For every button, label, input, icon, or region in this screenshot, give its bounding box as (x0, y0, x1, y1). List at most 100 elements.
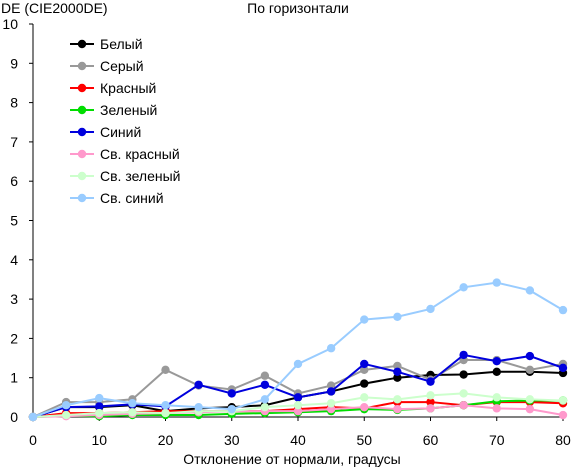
data-point (260, 380, 270, 389)
chart-title: По горизонтали (247, 0, 349, 16)
y-tick-label: 5 (10, 213, 18, 229)
data-point (558, 363, 568, 373)
data-point (393, 367, 402, 377)
y-tick-label: 4 (10, 252, 18, 268)
y-tick-label: 0 (10, 409, 18, 425)
data-point (61, 401, 71, 410)
data-point (227, 389, 236, 398)
data-point (326, 399, 336, 408)
legend: Белый Серый Красный Зеленый Синий Св. красный… (70, 36, 180, 206)
x-tick-label: 0 (29, 432, 37, 448)
data-point (128, 399, 137, 408)
y-tick-label: 1 (10, 370, 18, 386)
data-point (393, 361, 402, 371)
data-point (360, 359, 369, 369)
data-point (61, 410, 71, 420)
data-point (326, 404, 336, 414)
data-point (293, 401, 303, 410)
data-point (492, 356, 501, 366)
data-point (161, 408, 170, 418)
legend-label: Св. зеленый (100, 168, 180, 184)
data-point (492, 404, 501, 413)
x-tick-label: 20 (158, 432, 174, 448)
data-point (360, 365, 369, 375)
data-point (326, 381, 336, 390)
legend-swatch-marker (77, 149, 87, 159)
data-point (393, 395, 402, 404)
y-tick-label: 10 (2, 16, 18, 32)
data-point (95, 402, 104, 411)
y-tick-label: 6 (10, 173, 18, 189)
data-point (326, 387, 336, 396)
y-tick-label: 9 (10, 55, 18, 71)
data-point (426, 404, 435, 413)
data-point (227, 404, 236, 414)
data-point (459, 283, 468, 292)
legend-label: Белый (100, 36, 143, 52)
legend-swatch-marker (77, 61, 87, 71)
data-point (260, 395, 270, 404)
data-point (393, 312, 402, 321)
legend-swatch-marker (77, 171, 87, 181)
legend-item: Зеленый (70, 102, 157, 118)
data-point (525, 395, 535, 404)
legend-item: Св. зеленый (70, 168, 180, 184)
y-axis-label: DE (CIE2000DE) (1, 0, 108, 16)
data-point (260, 402, 270, 412)
y-tick-label: 7 (10, 134, 18, 150)
data-point (459, 350, 468, 360)
series (28, 278, 568, 422)
data-point (194, 380, 203, 389)
data-point (260, 371, 270, 380)
legend-swatch-marker (77, 83, 87, 93)
data-point (426, 397, 435, 407)
data-point (293, 406, 303, 416)
legend-swatch-marker (77, 39, 87, 49)
x-tick-label: 60 (423, 432, 439, 448)
data-point (492, 367, 501, 377)
x-tick-label: 40 (290, 432, 306, 448)
legend-label: Зеленый (100, 102, 157, 118)
legend-swatch-marker (77, 127, 87, 137)
x-axis-label: Отклонение от нормали, градусы (183, 451, 400, 467)
data-point (459, 389, 468, 398)
data-point (360, 402, 369, 412)
data-point (492, 278, 501, 287)
x-tick-label: 10 (91, 432, 107, 448)
legend-label: Св. синий (100, 190, 164, 206)
data-point (161, 401, 170, 410)
legend-label: Красный (100, 80, 156, 96)
data-point (360, 393, 369, 402)
data-point (393, 373, 402, 382)
data-point (525, 286, 535, 295)
legend-swatch-marker (77, 105, 87, 115)
x-tick-label: 80 (555, 432, 571, 448)
data-point (293, 393, 303, 402)
data-point (459, 401, 468, 410)
data-point (525, 351, 535, 361)
data-point (161, 365, 170, 375)
data-point (426, 377, 435, 386)
series-layer (28, 278, 568, 422)
data-point (558, 396, 568, 405)
legend-label: Серый (100, 58, 144, 74)
data-point (558, 305, 568, 315)
data-point (95, 408, 104, 418)
data-point (426, 391, 435, 400)
legend-item: Синий (70, 124, 141, 140)
data-point (492, 393, 501, 402)
data-point (459, 370, 468, 379)
data-point (128, 408, 137, 417)
data-point (28, 412, 38, 422)
x-tick-label: 30 (224, 432, 240, 448)
legend-swatch-marker (77, 193, 87, 203)
series (28, 389, 568, 422)
legend-label: Св. красный (100, 146, 180, 162)
x-tick-label: 50 (356, 432, 372, 448)
legend-item: Красный (70, 80, 156, 96)
data-point (194, 402, 203, 412)
legend-label: Синий (100, 124, 141, 140)
data-point (326, 344, 336, 353)
legend-item: Белый (70, 36, 143, 52)
